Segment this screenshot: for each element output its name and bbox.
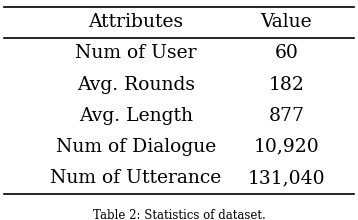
Text: Avg. Rounds: Avg. Rounds: [77, 75, 195, 94]
Text: Num of Dialogue: Num of Dialogue: [56, 138, 216, 156]
Text: 10,920: 10,920: [253, 138, 319, 156]
Text: Num of User: Num of User: [75, 44, 197, 62]
Text: 877: 877: [268, 107, 304, 125]
Text: Attributes: Attributes: [88, 13, 184, 31]
Text: 60: 60: [275, 44, 298, 62]
Text: Avg. Length: Avg. Length: [79, 107, 193, 125]
Text: Value: Value: [261, 13, 312, 31]
Text: Num of Utterance: Num of Utterance: [50, 169, 222, 187]
Text: 182: 182: [268, 75, 304, 94]
Text: 131,040: 131,040: [248, 169, 325, 187]
Text: Table 2: Statistics of dataset.: Table 2: Statistics of dataset.: [93, 209, 265, 220]
